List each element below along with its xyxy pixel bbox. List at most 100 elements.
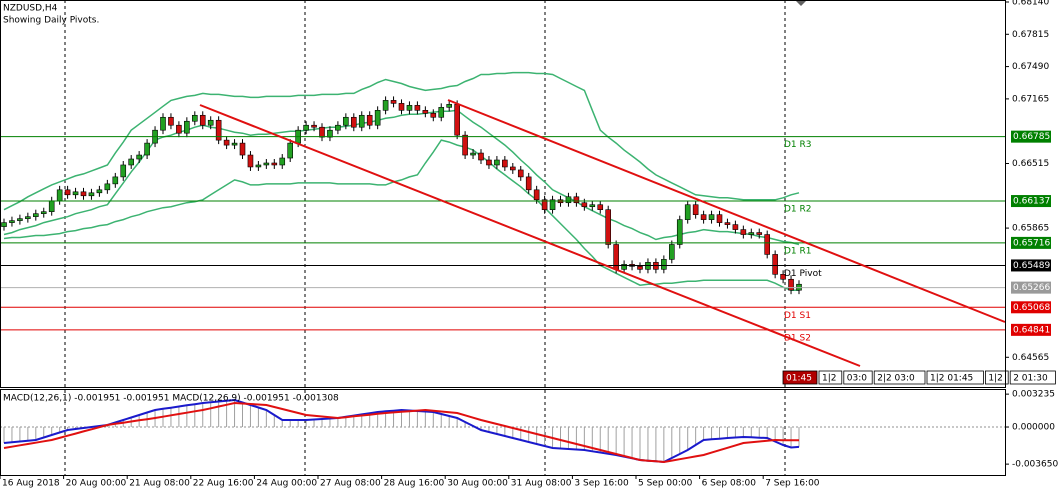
candle-body bbox=[732, 224, 739, 230]
candle-body bbox=[438, 107, 445, 118]
candle-body bbox=[756, 232, 763, 235]
candle-body bbox=[120, 164, 127, 178]
y-tick-label: 0.66515 bbox=[1012, 159, 1049, 169]
timer-box bbox=[985, 370, 1009, 385]
candle-body bbox=[724, 222, 731, 225]
candle-body bbox=[382, 100, 389, 111]
candle-body bbox=[565, 196, 572, 204]
pivot-label-box bbox=[1011, 195, 1051, 208]
timer-label: 01:45 bbox=[786, 374, 812, 384]
candle-body bbox=[48, 200, 55, 212]
pivot-level-name: D1 S1 bbox=[784, 311, 811, 321]
candle-body bbox=[637, 266, 643, 270]
channel-line bbox=[199, 104, 861, 367]
candle-body bbox=[708, 214, 715, 220]
candle-body bbox=[390, 100, 397, 104]
x-tick-label: 27 Aug 08:00 bbox=[320, 479, 381, 489]
timer-label: 1|2 01:45 bbox=[930, 374, 973, 384]
pivot-level-name: D1 R2 bbox=[784, 205, 812, 215]
candle-body bbox=[136, 154, 142, 160]
candle-body bbox=[263, 162, 270, 166]
candle-body bbox=[374, 110, 381, 126]
macd-line bbox=[3, 401, 799, 464]
candle-body bbox=[772, 254, 778, 275]
y-tick-label: 0.67165 bbox=[1012, 94, 1049, 104]
bollinger-band bbox=[3, 139, 799, 291]
candle-body bbox=[25, 216, 31, 219]
candle-body bbox=[517, 169, 524, 178]
candle-body bbox=[192, 114, 198, 122]
pivot-label-box bbox=[1011, 259, 1051, 272]
candle-body bbox=[700, 214, 707, 220]
x-tick-label: 7 Sep 16:00 bbox=[765, 479, 820, 489]
x-tick-label: 30 Aug 00:00 bbox=[447, 479, 508, 489]
x-tick-label: 31 Aug 08:00 bbox=[511, 479, 572, 489]
candle-body bbox=[350, 116, 357, 128]
candle-body bbox=[287, 142, 294, 159]
candle-body bbox=[358, 114, 365, 128]
timer-label: 2|2 03:0 bbox=[877, 374, 915, 384]
shift-marker bbox=[795, 0, 807, 6]
pivot-label-box bbox=[1011, 130, 1051, 143]
timer-box bbox=[926, 370, 984, 385]
timer-box bbox=[843, 370, 873, 385]
pivot-label-box bbox=[1011, 301, 1051, 314]
y-tick-label: 0.68140 bbox=[1012, 0, 1049, 7]
pivot-label: 0.66137 bbox=[1013, 197, 1050, 207]
pivot-level-name: D1 R3 bbox=[784, 140, 812, 150]
x-tick-label: 24 Aug 00:00 bbox=[256, 479, 317, 489]
candle-body bbox=[279, 157, 286, 166]
channel-line bbox=[447, 99, 1006, 323]
timer-label: 1|2 bbox=[822, 374, 836, 384]
candle-body bbox=[239, 142, 246, 156]
candle-body bbox=[398, 103, 405, 111]
candle-body bbox=[668, 244, 675, 260]
candle-body bbox=[327, 129, 333, 138]
candle-body bbox=[96, 189, 103, 194]
candle-body bbox=[486, 159, 492, 166]
candle-body bbox=[509, 166, 516, 171]
candle-body bbox=[128, 158, 134, 166]
main-panel-frame bbox=[0, 0, 1006, 388]
candle-body bbox=[247, 154, 254, 168]
candle-body bbox=[462, 134, 468, 156]
candle-body bbox=[740, 229, 747, 235]
y-tick-label: 0.64565 bbox=[1012, 353, 1049, 363]
candle-body bbox=[597, 204, 604, 210]
y-tick-label: 0.67490 bbox=[1012, 62, 1049, 72]
price-label: 0.65266 bbox=[1013, 283, 1050, 293]
pivot-label-box bbox=[1011, 236, 1051, 249]
candle-body bbox=[72, 191, 79, 196]
candle-body bbox=[748, 232, 755, 235]
x-tick-label: 3 Sep 16:00 bbox=[574, 479, 629, 489]
candle-body bbox=[470, 152, 476, 156]
candle-body bbox=[422, 110, 429, 114]
candle-body bbox=[199, 114, 206, 126]
candle-body bbox=[160, 116, 166, 131]
timer-label: 2 01:30 bbox=[1013, 374, 1048, 384]
candle-body bbox=[446, 104, 453, 108]
y-tick-label: 0.67815 bbox=[1012, 30, 1049, 40]
y-tick-label: 0.65865 bbox=[1012, 224, 1049, 234]
candle-body bbox=[64, 189, 71, 196]
pivot-label: 0.66785 bbox=[1013, 132, 1050, 142]
candle-body bbox=[478, 152, 484, 161]
candle-body bbox=[430, 112, 437, 118]
x-tick-label: 28 Aug 16:00 bbox=[384, 479, 445, 489]
pivot-label: 0.65068 bbox=[1013, 303, 1050, 313]
candle-body bbox=[231, 142, 238, 146]
symbol-title: NZDUSD,H4 bbox=[3, 4, 58, 14]
timer-label: 1|2 bbox=[988, 374, 1002, 384]
candle-body bbox=[176, 124, 182, 134]
timer-label: 03:0 bbox=[847, 374, 867, 384]
pivot-label-box bbox=[1011, 323, 1051, 336]
candle-body bbox=[319, 126, 325, 138]
price-label-box bbox=[1011, 281, 1051, 294]
candle-body bbox=[533, 189, 540, 201]
pivot-level-name: D1 S2 bbox=[784, 333, 811, 343]
pivot-level-name: D1 Pivot bbox=[784, 269, 822, 279]
candle-body bbox=[780, 273, 786, 280]
x-tick-label: 22 Aug 16:00 bbox=[193, 479, 254, 489]
x-tick-label: 20 Aug 00:00 bbox=[66, 479, 127, 489]
